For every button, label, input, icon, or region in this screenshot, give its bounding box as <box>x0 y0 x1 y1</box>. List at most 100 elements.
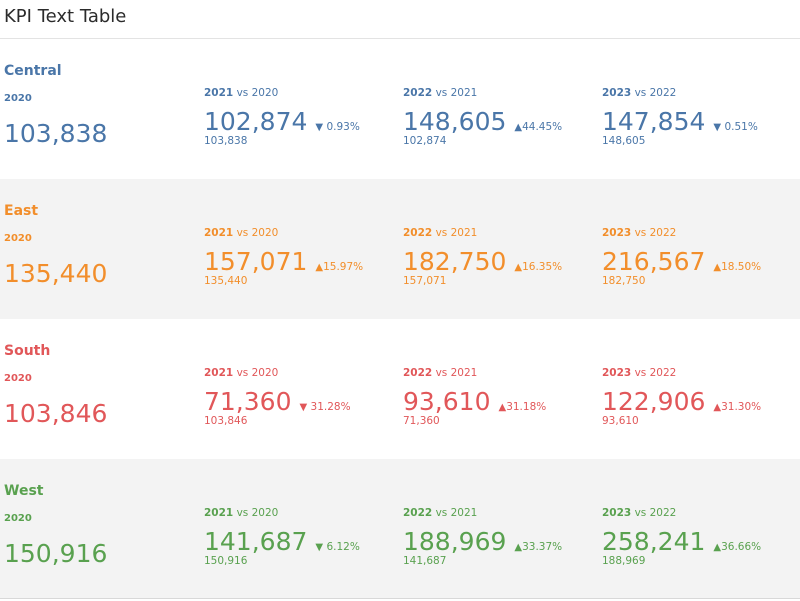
change-indicator: ▲16.35% <box>514 261 562 273</box>
comparison-header: 2022 vs 2021 <box>403 227 478 239</box>
comparison-header: 2023 vs 2022 <box>602 367 677 379</box>
trend-arrow-icon: ▲ <box>514 542 523 553</box>
kpi-cell: 2022 vs 2021 182,750 ▲16.35% 157,071 <box>403 227 562 287</box>
kpi-cell: 2022 vs 2021 188,969 ▲33.37% 141,687 <box>403 507 562 567</box>
change-percent: 15.97% <box>323 261 364 273</box>
kpi-cell: 2022 vs 2021 93,610 ▲31.18% 71,360 <box>403 367 546 427</box>
change-percent: 0.93% <box>326 121 360 133</box>
comparison-header: 2021 vs 2020 <box>204 507 279 519</box>
trend-arrow-icon: ▲ <box>713 262 722 273</box>
base-year: 2020 <box>4 93 32 104</box>
previous-value: 102,874 <box>403 135 447 147</box>
trend-arrow-icon: ▼ <box>299 402 308 413</box>
base-year: 2020 <box>4 373 32 384</box>
kpi-cell: 2022 vs 2021 148,605 ▲44.45% 102,874 <box>403 87 562 147</box>
bottom-divider <box>0 598 800 599</box>
kpi-cell: 2021 vs 2020 157,071 ▲15.97% 135,440 <box>204 227 363 287</box>
kpi-value: 258,241 <box>602 527 706 556</box>
base-year: 2020 <box>4 513 32 524</box>
change-percent: 16.35% <box>522 261 563 273</box>
change-percent: 31.18% <box>506 401 547 413</box>
trend-arrow-icon: ▼ <box>315 122 324 133</box>
trend-arrow-icon: ▼ <box>713 122 722 133</box>
previous-value: 148,605 <box>602 135 646 147</box>
region-central: Central 2020 103,838 2021 vs 2020 102,87… <box>0 39 800 179</box>
comparison-header: 2022 vs 2021 <box>403 507 478 519</box>
region-name: Central <box>4 63 62 79</box>
previous-value: 103,838 <box>204 135 248 147</box>
base-value: 150,916 <box>4 539 108 568</box>
comparison-header: 2023 vs 2022 <box>602 507 677 519</box>
previous-value: 103,846 <box>204 415 248 427</box>
page-title: KPI Text Table <box>4 6 127 27</box>
change-indicator: ▲18.50% <box>713 261 761 273</box>
previous-value: 150,916 <box>204 555 248 567</box>
kpi-cell: 2023 vs 2022 216,567 ▲18.50% 182,750 <box>602 227 761 287</box>
change-percent: 0.51% <box>724 121 758 133</box>
trend-arrow-icon: ▲ <box>514 122 523 133</box>
change-indicator: ▲31.18% <box>498 401 546 413</box>
kpi-value: 71,360 <box>204 387 292 416</box>
base-value: 103,838 <box>4 119 108 148</box>
kpi-cell: 2021 vs 2020 102,874 ▼ 0.93% 103,838 <box>204 87 360 147</box>
title-bar: KPI Text Table <box>0 0 800 39</box>
trend-arrow-icon: ▼ <box>315 542 324 553</box>
comparison-header: 2023 vs 2022 <box>602 227 677 239</box>
kpi-value: 148,605 <box>403 107 507 136</box>
kpi-value: 157,071 <box>204 247 308 276</box>
kpi-cell: 2021 vs 2020 71,360 ▼ 31.28% 103,846 <box>204 367 351 427</box>
change-indicator: ▲44.45% <box>514 121 562 133</box>
change-percent: 31.28% <box>310 401 351 413</box>
kpi-cell: 2023 vs 2022 258,241 ▲36.66% 188,969 <box>602 507 761 567</box>
change-indicator: ▲33.37% <box>514 541 562 553</box>
trend-arrow-icon: ▲ <box>514 262 523 273</box>
change-percent: 6.12% <box>326 541 360 553</box>
region-south: South 2020 103,846 2021 vs 2020 71,360 ▼ … <box>0 319 800 459</box>
kpi-cell: 2021 vs 2020 141,687 ▼ 6.12% 150,916 <box>204 507 360 567</box>
kpi-value: 102,874 <box>204 107 308 136</box>
comparison-header: 2021 vs 2020 <box>204 367 279 379</box>
kpi-value: 122,906 <box>602 387 706 416</box>
change-indicator: ▼ 0.51% <box>713 121 757 133</box>
change-percent: 44.45% <box>522 121 563 133</box>
kpi-value: 141,687 <box>204 527 308 556</box>
kpi-value: 147,854 <box>602 107 706 136</box>
change-percent: 36.66% <box>721 541 762 553</box>
kpi-value: 188,969 <box>403 527 507 556</box>
trend-arrow-icon: ▲ <box>713 542 722 553</box>
base-value: 135,440 <box>4 259 108 288</box>
trend-arrow-icon: ▲ <box>713 402 722 413</box>
previous-value: 93,610 <box>602 415 639 427</box>
change-indicator: ▲36.66% <box>713 541 761 553</box>
previous-value: 141,687 <box>403 555 447 567</box>
previous-value: 135,440 <box>204 275 248 287</box>
kpi-value: 93,610 <box>403 387 491 416</box>
change-indicator: ▼ 31.28% <box>299 401 350 413</box>
kpi-cell: 2023 vs 2022 147,854 ▼ 0.51% 148,605 <box>602 87 758 147</box>
previous-value: 157,071 <box>403 275 447 287</box>
change-indicator: ▼ 6.12% <box>315 541 359 553</box>
base-year: 2020 <box>4 233 32 244</box>
comparison-header: 2021 vs 2020 <box>204 87 279 99</box>
region-name: West <box>4 483 44 499</box>
kpi-value: 182,750 <box>403 247 507 276</box>
kpi-cell: 2023 vs 2022 122,906 ▲31.30% 93,610 <box>602 367 761 427</box>
region-east: East 2020 135,440 2021 vs 2020 157,071 ▲1… <box>0 179 800 319</box>
comparison-header: 2022 vs 2021 <box>403 367 478 379</box>
previous-value: 188,969 <box>602 555 646 567</box>
region-name: South <box>4 343 51 359</box>
change-percent: 31.30% <box>721 401 762 413</box>
region-west: West 2020 150,916 2021 vs 2020 141,687 ▼ … <box>0 459 800 599</box>
kpi-value: 216,567 <box>602 247 706 276</box>
change-percent: 33.37% <box>522 541 563 553</box>
change-percent: 18.50% <box>721 261 762 273</box>
previous-value: 182,750 <box>602 275 646 287</box>
trend-arrow-icon: ▲ <box>315 262 324 273</box>
change-indicator: ▲31.30% <box>713 401 761 413</box>
base-value: 103,846 <box>4 399 108 428</box>
comparison-header: 2021 vs 2020 <box>204 227 279 239</box>
comparison-header: 2022 vs 2021 <box>403 87 478 99</box>
comparison-header: 2023 vs 2022 <box>602 87 677 99</box>
trend-arrow-icon: ▲ <box>498 402 507 413</box>
change-indicator: ▼ 0.93% <box>315 121 359 133</box>
